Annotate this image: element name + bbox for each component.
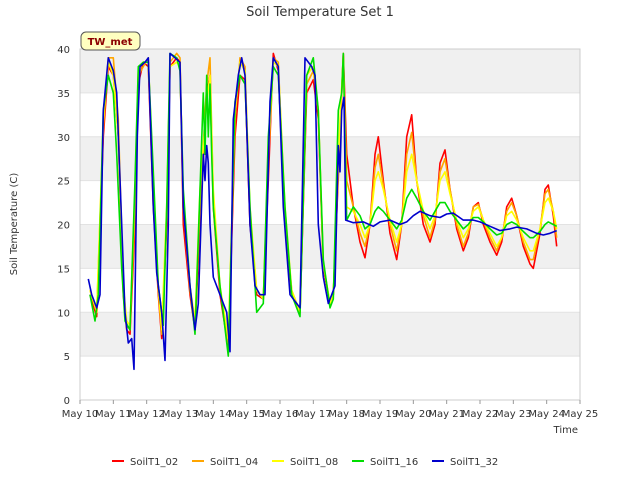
legend-label: SoilT1_32 [450, 457, 498, 468]
site-label: TW_met [88, 37, 133, 48]
legend: SoilT1_02 SoilT1_04 SoilT1_08 SoilT1_16 Soil… [112, 457, 498, 468]
legend-label: SoilT1_16 [370, 457, 418, 468]
legend-label: SoilT1_02 [130, 457, 178, 468]
x-tick-label: May 25 [562, 409, 599, 420]
plot-frame [79, 48, 581, 401]
grid-band [80, 312, 580, 357]
y-tick-label: 25 [57, 177, 70, 188]
legend-label: SoilT1_04 [210, 457, 258, 468]
x-tick-label: May 24 [528, 409, 565, 420]
y-tick-label: 0 [64, 396, 70, 407]
site-label-background [80, 31, 141, 51]
x-tick-label: May 12 [128, 409, 165, 420]
x-tick-label: May 10 [62, 409, 99, 420]
x-axis-title: Time [553, 425, 578, 436]
y-axis-ticks: 0 5 10 15 20 25 30 35 40 [57, 45, 70, 407]
y-axis-title: Soil Temperature (C) [9, 173, 20, 276]
legend-label: SoilT1_08 [290, 457, 338, 468]
x-tick-label: May 16 [262, 409, 299, 420]
x-tick-label: May 23 [495, 409, 532, 420]
y-tick-label: 35 [57, 89, 70, 100]
x-tick-label: May 20 [395, 409, 432, 420]
x-tick-label: May 15 [228, 409, 265, 420]
x-tick-label: May 22 [462, 409, 499, 420]
y-tick-label: 30 [57, 133, 70, 144]
x-tick-label: May 19 [362, 409, 399, 420]
grid-band [80, 136, 580, 181]
y-tick-label: 20 [57, 221, 70, 232]
x-tick-label: May 13 [162, 409, 199, 420]
series-lines [87, 52, 558, 371]
x-tick-label: May 17 [295, 409, 332, 420]
series-line-soilt1-32 [87, 52, 557, 371]
grid-band [80, 49, 580, 93]
y-tick-label: 15 [57, 264, 70, 275]
grid-bands [80, 48, 580, 401]
x-tick-label: May 21 [428, 409, 465, 420]
y-tick-label: 5 [64, 352, 70, 363]
x-tick-label: May 11 [95, 409, 132, 420]
x-tick-label: May 18 [328, 409, 365, 420]
y-tick-label: 40 [57, 45, 70, 56]
y-tick-label: 10 [57, 308, 70, 319]
x-tick-label: May 14 [195, 409, 232, 420]
chart-title: Soil Temperature Set 1 [246, 5, 394, 20]
site-label-box: TW_met [80, 31, 141, 51]
